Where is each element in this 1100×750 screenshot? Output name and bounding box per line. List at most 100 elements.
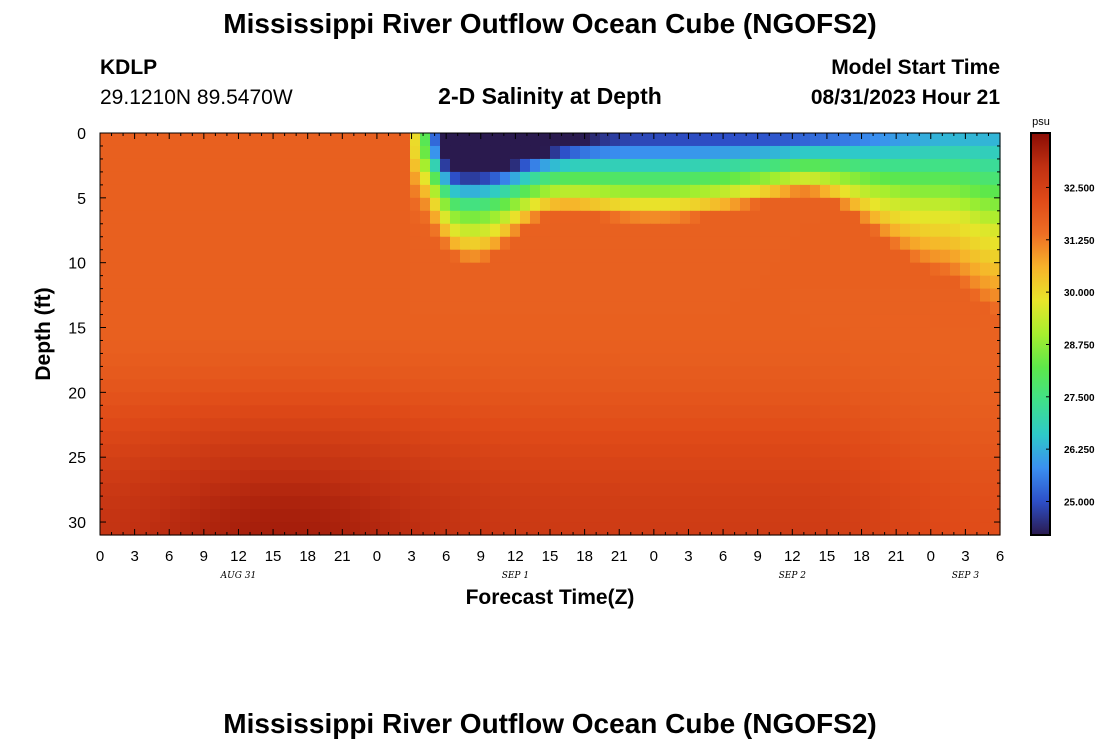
heatmap-cell: [820, 197, 831, 212]
heatmap-cell: [410, 236, 421, 251]
heatmap-cell: [720, 470, 731, 484]
heatmap-cell: [110, 327, 121, 342]
heatmap-cell: [280, 431, 291, 445]
heatmap-cell: [220, 223, 231, 238]
heatmap-cell: [760, 431, 771, 445]
heatmap-cell: [990, 379, 1001, 393]
heatmap-cell: [960, 275, 971, 290]
heatmap-cell: [380, 522, 391, 536]
heatmap-cell: [190, 353, 201, 368]
heatmap-cell: [750, 392, 761, 406]
heatmap-cell: [290, 262, 301, 277]
heatmap-cell: [520, 197, 531, 212]
heatmap-cell: [360, 223, 371, 238]
heatmap-cell: [620, 470, 631, 484]
heatmap-cell: [860, 158, 871, 173]
heatmap-cell: [910, 509, 921, 523]
heatmap-cell: [580, 184, 591, 199]
heatmap-cell: [540, 133, 551, 147]
heatmap-cell: [450, 496, 461, 510]
heatmap-cell: [970, 210, 981, 225]
heatmap-cell: [660, 327, 671, 342]
heatmap-cell: [910, 262, 921, 277]
heatmap-cell: [430, 496, 441, 510]
heatmap-cell: [700, 522, 711, 536]
heatmap-cell: [110, 366, 121, 380]
heatmap-cell: [630, 496, 641, 510]
heatmap-cell: [520, 275, 531, 290]
heatmap-cell: [970, 133, 981, 147]
heatmap-cell: [580, 145, 591, 160]
heatmap-cell: [760, 171, 771, 186]
heatmap-cell: [150, 197, 161, 212]
heatmap-cell: [110, 262, 121, 277]
heatmap-cell: [940, 249, 951, 264]
heatmap-cell: [810, 171, 821, 186]
heatmap-cell: [110, 392, 121, 406]
heatmap-cell: [320, 158, 331, 173]
heatmap-cell: [860, 522, 871, 536]
heatmap-cell: [990, 509, 1001, 523]
heatmap-cell: [180, 418, 191, 432]
heatmap-cell: [920, 405, 931, 419]
heatmap-cell: [990, 496, 1001, 510]
heatmap-cell: [360, 158, 371, 173]
heatmap-cell: [780, 405, 791, 419]
heatmap-cell: [200, 366, 211, 380]
heatmap-cell: [960, 327, 971, 342]
heatmap-cell: [940, 483, 951, 497]
heatmap-cell: [940, 379, 951, 393]
x-tick-label: 21: [888, 548, 905, 565]
heatmap-cell: [100, 275, 111, 290]
heatmap-cell: [550, 444, 561, 458]
heatmap-cell: [680, 197, 691, 212]
heatmap-cell: [210, 288, 221, 303]
heatmap-cell: [750, 314, 761, 329]
heatmap-cell: [930, 210, 941, 225]
heatmap-cell: [900, 457, 911, 471]
heatmap-cell: [630, 392, 641, 406]
heatmap-cell: [220, 483, 231, 497]
heatmap-cell: [570, 288, 581, 303]
heatmap-cell: [240, 314, 251, 329]
heatmap-cell: [950, 133, 961, 147]
heatmap-cell: [780, 431, 791, 445]
heatmap-cell: [400, 379, 411, 393]
heatmap-cell: [930, 405, 941, 419]
heatmap-cell: [690, 158, 701, 173]
heatmap-cell: [650, 470, 661, 484]
heatmap-cell: [450, 457, 461, 471]
heatmap-cell: [280, 262, 291, 277]
heatmap-cell: [470, 171, 481, 186]
heatmap-cell: [530, 158, 541, 173]
heatmap-cell: [680, 275, 691, 290]
heatmap-cell: [180, 288, 191, 303]
heatmap-cell: [950, 509, 961, 523]
y-axis-label: Depth (ft): [32, 287, 55, 380]
heatmap-cell: [790, 171, 801, 186]
heatmap-cell: [680, 158, 691, 173]
heatmap-cell: [210, 431, 221, 445]
heatmap-cell: [450, 483, 461, 497]
heatmap-cell: [630, 249, 641, 264]
heatmap-cell: [850, 210, 861, 225]
heatmap-cell: [350, 301, 361, 316]
heatmap-cell: [670, 509, 681, 523]
heatmap-cell: [940, 327, 951, 342]
heatmap-cell: [530, 353, 541, 368]
heatmap-cell: [610, 353, 621, 368]
heatmap-cell: [370, 145, 381, 160]
heatmap-cell: [960, 483, 971, 497]
heatmap-cell: [550, 431, 561, 445]
heatmap-cell: [200, 314, 211, 329]
heatmap-cell: [210, 158, 221, 173]
heatmap-cell: [530, 171, 541, 186]
heatmap-cell: [390, 145, 401, 160]
heatmap-cell: [930, 133, 941, 147]
heatmap-cell: [660, 249, 671, 264]
heatmap-cell: [410, 509, 421, 523]
heatmap-cell: [270, 249, 281, 264]
heatmap-cell: [140, 262, 151, 277]
heatmap-cell: [170, 236, 181, 251]
heatmap-cell: [290, 301, 301, 316]
